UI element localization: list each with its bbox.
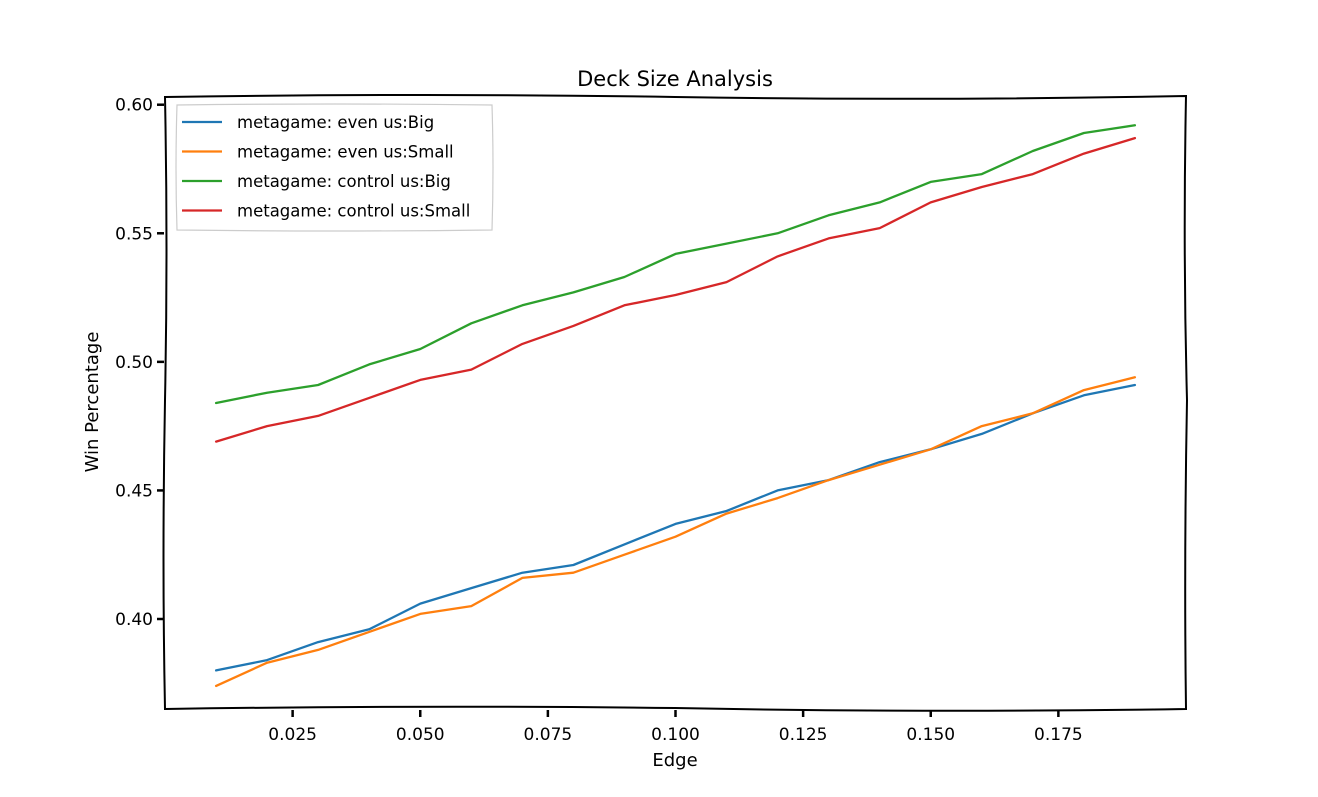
- y-axis-label: Win Percentage: [82, 332, 103, 473]
- legend-label: metagame: even us:Big: [237, 113, 434, 132]
- legend-label: metagame: control us:Big: [237, 172, 451, 191]
- series-lines: [214, 124, 1137, 688]
- y-tick-label: 0.50: [115, 353, 153, 373]
- y-tick-label: 0.55: [115, 224, 153, 244]
- x-tick-label: 0.150: [906, 725, 955, 745]
- legend: metagame: even us:Big metagame: even us:S…: [175, 103, 494, 232]
- plot-frame: [162, 94, 1189, 712]
- x-tick-label: 0.175: [1034, 725, 1083, 745]
- x-tick-label: 0.100: [651, 725, 700, 745]
- plot-area-border: [162, 94, 1189, 712]
- chart-title: Deck Size Analysis: [577, 67, 773, 91]
- x-axis-label: Edge: [652, 750, 697, 771]
- series-line-1: [214, 383, 1137, 672]
- x-tick-label: 0.025: [268, 725, 317, 745]
- legend-box: [175, 103, 494, 232]
- y-tick-label: 0.40: [115, 610, 153, 630]
- x-tick-label: 0.050: [396, 725, 445, 745]
- x-tick-label: 0.125: [779, 725, 828, 745]
- y-tick-label: 0.60: [115, 96, 153, 116]
- series-line-3: [214, 124, 1137, 405]
- legend-label: metagame: even us:Small: [237, 143, 454, 162]
- x-axis-ticks: 0.025 0.050 0.075 0.100 0.125 0.150 0.175: [268, 710, 1083, 745]
- y-axis-ticks: 0.40 0.45 0.50 0.55 0.60: [115, 96, 164, 630]
- series-line-2: [214, 376, 1137, 688]
- legend-label: metagame: control us:Small: [237, 202, 470, 221]
- y-tick-label: 0.45: [115, 481, 153, 501]
- series-line-4: [214, 136, 1137, 443]
- x-tick-label: 0.075: [524, 725, 573, 745]
